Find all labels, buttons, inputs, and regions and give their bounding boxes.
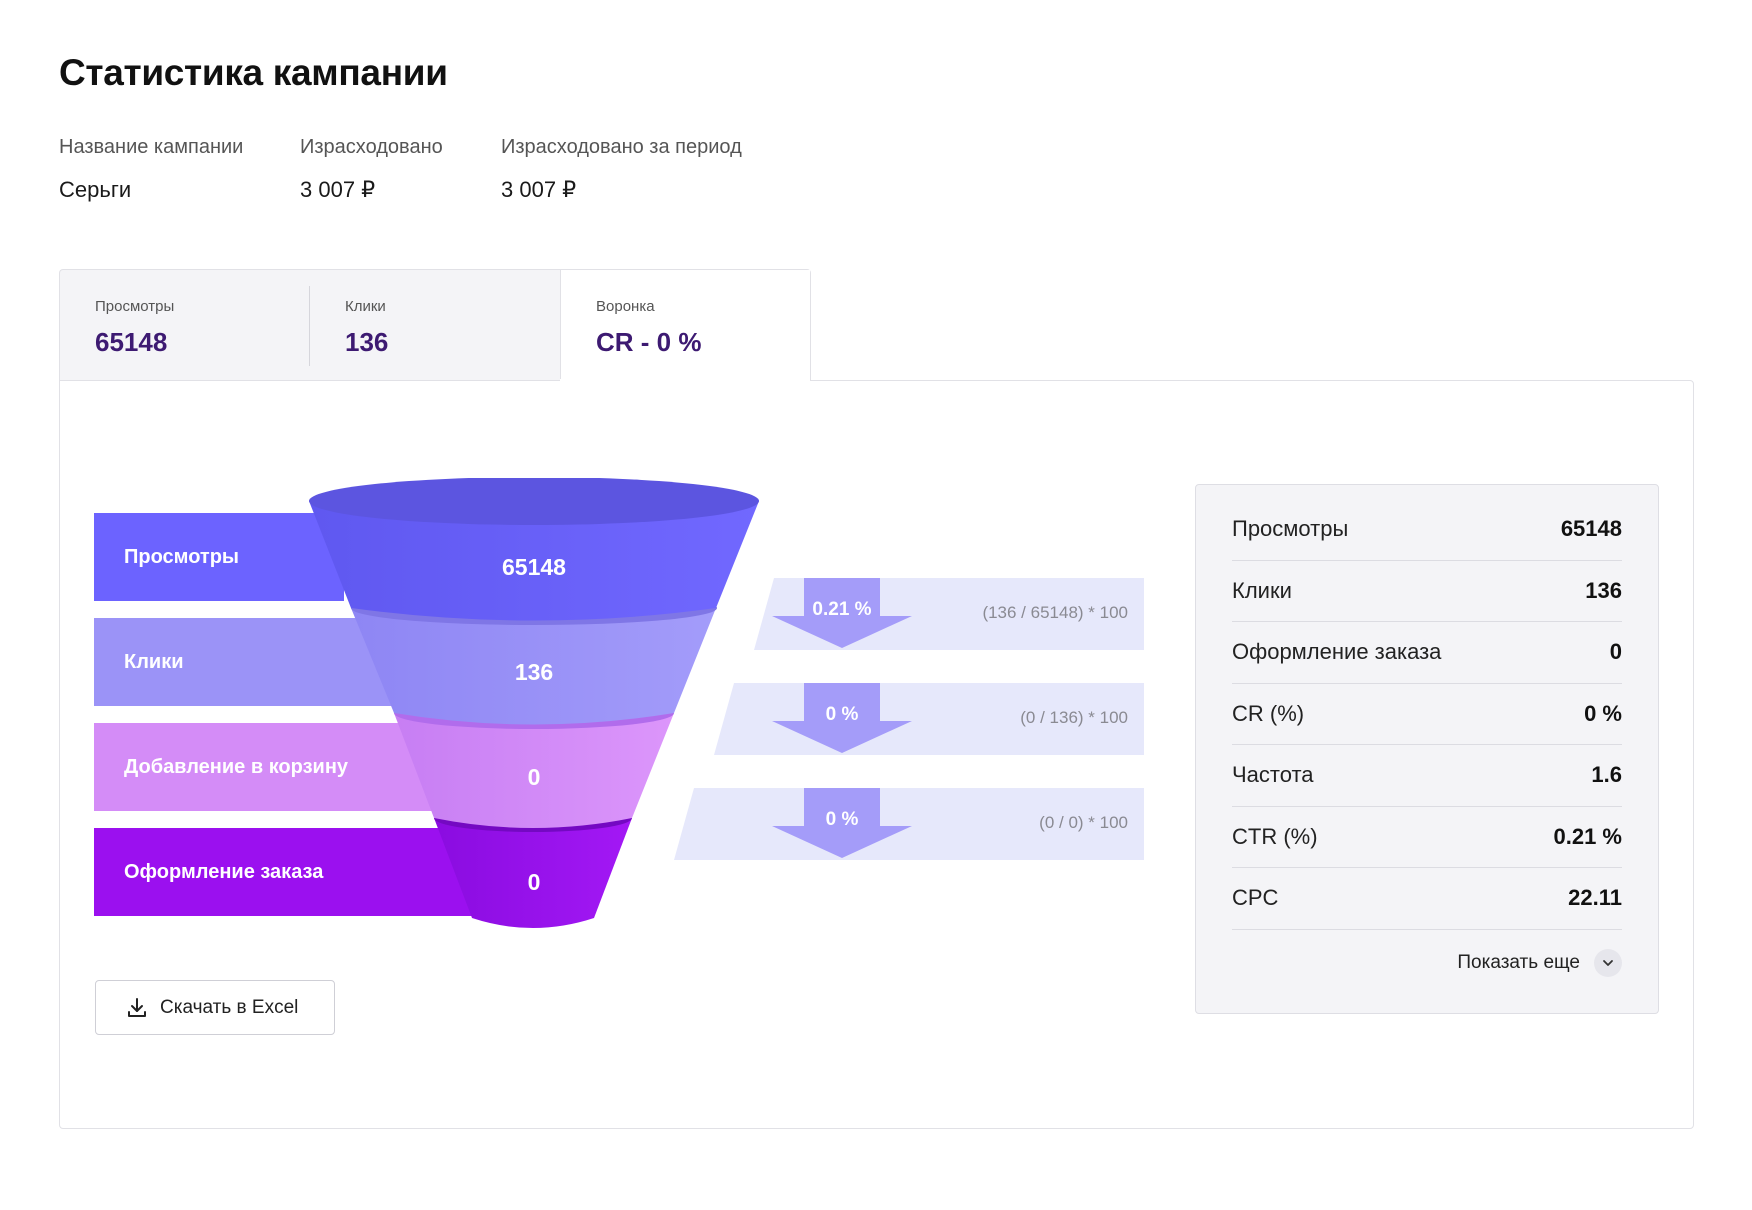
stat-value: 1.6 xyxy=(1591,762,1622,788)
tab-label: Просмотры xyxy=(95,298,175,315)
stage-bar-cart xyxy=(94,723,434,811)
stage-value-clicks: 136 xyxy=(515,659,553,685)
stage-label-clicks: Клики xyxy=(124,651,184,673)
stat-value: 0.21 % xyxy=(1553,823,1623,849)
download-icon xyxy=(128,997,146,1017)
conversion-formula-2: (0 / 136) * 100 xyxy=(1020,708,1128,727)
tab-bar: Просмотры 65148 Клики 136 Воронка CR - 0… xyxy=(59,269,811,382)
chevron-down-icon xyxy=(1594,949,1622,977)
stat-row-ctr: CTR (%) 0.21 % xyxy=(1232,807,1623,868)
active-tab-joint xyxy=(560,379,810,382)
conversion-arrow-1 xyxy=(772,578,912,648)
download-label: Скачать в Excel xyxy=(160,996,299,1018)
tab-clicks[interactable]: Клики 136 xyxy=(310,270,560,381)
show-more-label: Показать еще xyxy=(1457,952,1580,973)
stat-row-cpc: CPC 22.11 xyxy=(1232,868,1622,930)
stat-label: Оформление заказа xyxy=(1232,639,1442,665)
download-excel-button[interactable]: Скачать в Excel xyxy=(95,980,335,1035)
tab-value: CR - 0 % xyxy=(596,327,702,357)
stat-value: 0 xyxy=(1609,639,1622,665)
tab-label: Клики xyxy=(345,298,386,315)
meta-campaign-name: Название кампании Серьги xyxy=(59,136,243,203)
stage-value-order: 0 xyxy=(528,869,541,895)
meta-value: Серьги xyxy=(59,177,132,202)
stage-bar-clicks xyxy=(94,618,394,706)
conversion-arrow-2 xyxy=(772,683,912,753)
tab-views[interactable]: Просмотры 65148 xyxy=(60,270,310,381)
meta-label: Израсходовано xyxy=(300,136,443,158)
stat-label: Частота xyxy=(1232,762,1314,788)
tab-divider xyxy=(309,286,310,366)
stat-value: 136 xyxy=(1585,577,1622,603)
stat-value: 65148 xyxy=(1560,516,1622,542)
meta-value: 3 007 ₽ xyxy=(501,177,577,202)
stat-label: Клики xyxy=(1232,577,1292,603)
stage-bar-order xyxy=(94,828,474,916)
meta-label: Название кампании xyxy=(59,136,244,158)
stat-label: CR (%) xyxy=(1232,700,1305,726)
conversion-percent-3: 0 % xyxy=(826,809,859,830)
tab-value: 65148 xyxy=(95,327,168,357)
stat-row-views: Просмотры 65148 xyxy=(1232,499,1622,561)
conversion-percent-1: 0.21 % xyxy=(812,599,871,620)
tab-funnel[interactable]: Воронка CR - 0 % xyxy=(560,270,810,382)
stat-row-orders: Оформление заказа 0 xyxy=(1232,622,1622,684)
meta-spent-period: Израсходовано за период 3 007 ₽ xyxy=(501,136,742,203)
stat-label: CTR (%) xyxy=(1232,823,1318,849)
stat-row-cr: CR (%) 0 % xyxy=(1232,684,1622,745)
stage-label-cart: Добавление в корзину xyxy=(124,756,349,778)
conversion-band-3 xyxy=(674,788,1144,860)
tab-label: Воронка xyxy=(596,298,655,315)
stage-label-views: Просмотры xyxy=(124,546,239,568)
conversion-percent-2: 0 % xyxy=(826,704,859,725)
conversion-arrow-3 xyxy=(772,788,912,858)
stat-value: 0 % xyxy=(1584,700,1622,726)
stat-row-frequency: Частота 1.6 xyxy=(1232,745,1622,807)
stage-value-views: 65148 xyxy=(502,554,566,580)
stat-label: CPC xyxy=(1232,885,1279,911)
stage-value-cart: 0 xyxy=(528,764,541,790)
conversion-formula-1: (136 / 65148) * 100 xyxy=(982,603,1128,622)
stat-value: 22.11 xyxy=(1568,885,1622,911)
meta-label: Израсходовано за период xyxy=(501,136,742,158)
stat-row-clicks: Клики 136 xyxy=(1232,561,1622,622)
stage-label-order: Оформление заказа xyxy=(124,861,324,883)
stat-label: Просмотры xyxy=(1232,516,1349,542)
stats-card: Просмотры 65148 Клики 136 Оформление зак… xyxy=(1195,484,1659,1014)
stage-bar-views xyxy=(94,513,344,601)
meta-value: 3 007 ₽ xyxy=(300,177,376,202)
funnel-chart: Просмотры Клики Добавление в корзину Офо… xyxy=(94,478,1144,928)
tab-value: 136 xyxy=(345,327,389,357)
conversion-formula-3: (0 / 0) * 100 xyxy=(1039,813,1128,832)
funnel-segment-views xyxy=(309,478,759,621)
page-title: Статистика кампании xyxy=(59,52,448,93)
meta-spent: Израсходовано 3 007 ₽ xyxy=(300,136,443,203)
show-more-button[interactable]: Показать еще xyxy=(1457,949,1622,977)
